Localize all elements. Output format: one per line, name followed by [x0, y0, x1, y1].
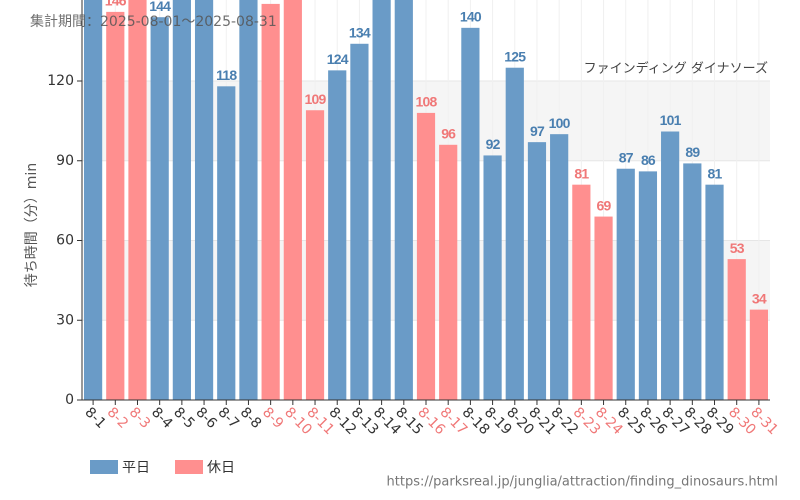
- legend-label: 休日: [207, 460, 235, 476]
- data-label: 96: [441, 126, 456, 142]
- bar: [394, 0, 413, 400]
- legend-label: 平日: [122, 460, 150, 476]
- bar: [239, 0, 258, 400]
- data-label: 87: [619, 149, 634, 165]
- x-tick-label: 8-3: [126, 404, 153, 431]
- data-label: 86: [641, 152, 656, 168]
- bar: [172, 0, 191, 400]
- bar: [328, 70, 347, 400]
- data-label: 109: [305, 91, 327, 107]
- bar: [83, 0, 103, 400]
- data-label: 89: [685, 144, 700, 160]
- legend-swatch: [90, 460, 118, 474]
- bar: [350, 43, 369, 400]
- chart-title: 集計期間：2025-08-01～2025-08-31: [30, 13, 277, 30]
- data-label: 108: [416, 94, 438, 110]
- bar: [550, 134, 569, 400]
- bar: [128, 0, 147, 400]
- data-label: 69: [597, 197, 612, 213]
- x-tick-label: 8-8: [237, 404, 264, 431]
- data-label: 146: [105, 0, 127, 9]
- y-tick-label: 60: [56, 233, 74, 249]
- legend-swatch: [175, 460, 203, 474]
- x-tick-label: 8-2: [104, 404, 131, 431]
- x-tick-label: 8-1: [81, 404, 108, 431]
- bar: [283, 0, 302, 400]
- data-label: 140: [460, 9, 482, 25]
- chart-subtitle: ファインディング ダイナソーズ: [584, 61, 768, 77]
- data-label: 100: [549, 115, 571, 131]
- data-label: 53: [730, 240, 745, 256]
- bar: [439, 144, 458, 400]
- bar: [461, 27, 480, 400]
- bar: [616, 168, 635, 400]
- x-tick-label: 8-5: [170, 404, 197, 431]
- bar: [217, 86, 236, 400]
- bar: [261, 3, 280, 400]
- y-tick-label: 30: [56, 312, 74, 328]
- bar: [683, 163, 702, 400]
- x-tick-label: 8-7: [215, 404, 242, 431]
- bar: [727, 259, 746, 400]
- data-label: 81: [708, 165, 723, 181]
- data-label: 118: [216, 67, 237, 83]
- data-label: 144: [149, 0, 171, 14]
- bar: [661, 131, 680, 400]
- data-label: 125: [504, 48, 526, 64]
- y-tick-label: 90: [56, 153, 74, 169]
- bar: [638, 171, 658, 400]
- bar: [372, 0, 391, 400]
- source: https://parksreal.jp/junglia/attraction/…: [387, 475, 778, 490]
- bar: [705, 184, 724, 400]
- bar: [483, 155, 502, 400]
- data-label: 134: [349, 24, 371, 40]
- x-tick-label: 8-6: [192, 404, 220, 432]
- data-label: 97: [530, 123, 545, 139]
- data-label: 92: [486, 136, 501, 152]
- bar: [505, 67, 524, 400]
- bar: [106, 11, 125, 400]
- y-axis-label: 待ち時間（分）min: [24, 163, 40, 287]
- bar: [527, 142, 547, 400]
- data-label: 101: [660, 112, 682, 128]
- data-label: 124: [327, 51, 349, 67]
- data-label: 81: [574, 165, 589, 181]
- data-label: 34: [752, 290, 767, 306]
- bar: [594, 216, 613, 400]
- bar: [150, 17, 169, 400]
- bar: [305, 110, 325, 400]
- bar: [194, 0, 214, 400]
- y-tick-label: 120: [47, 73, 74, 89]
- bar: [749, 309, 769, 400]
- bar: [416, 112, 436, 400]
- x-tick-label: 8-9: [259, 404, 286, 431]
- x-tick-label: 8-4: [148, 404, 176, 432]
- y-tick-label: 0: [65, 392, 74, 408]
- bar: [572, 184, 591, 400]
